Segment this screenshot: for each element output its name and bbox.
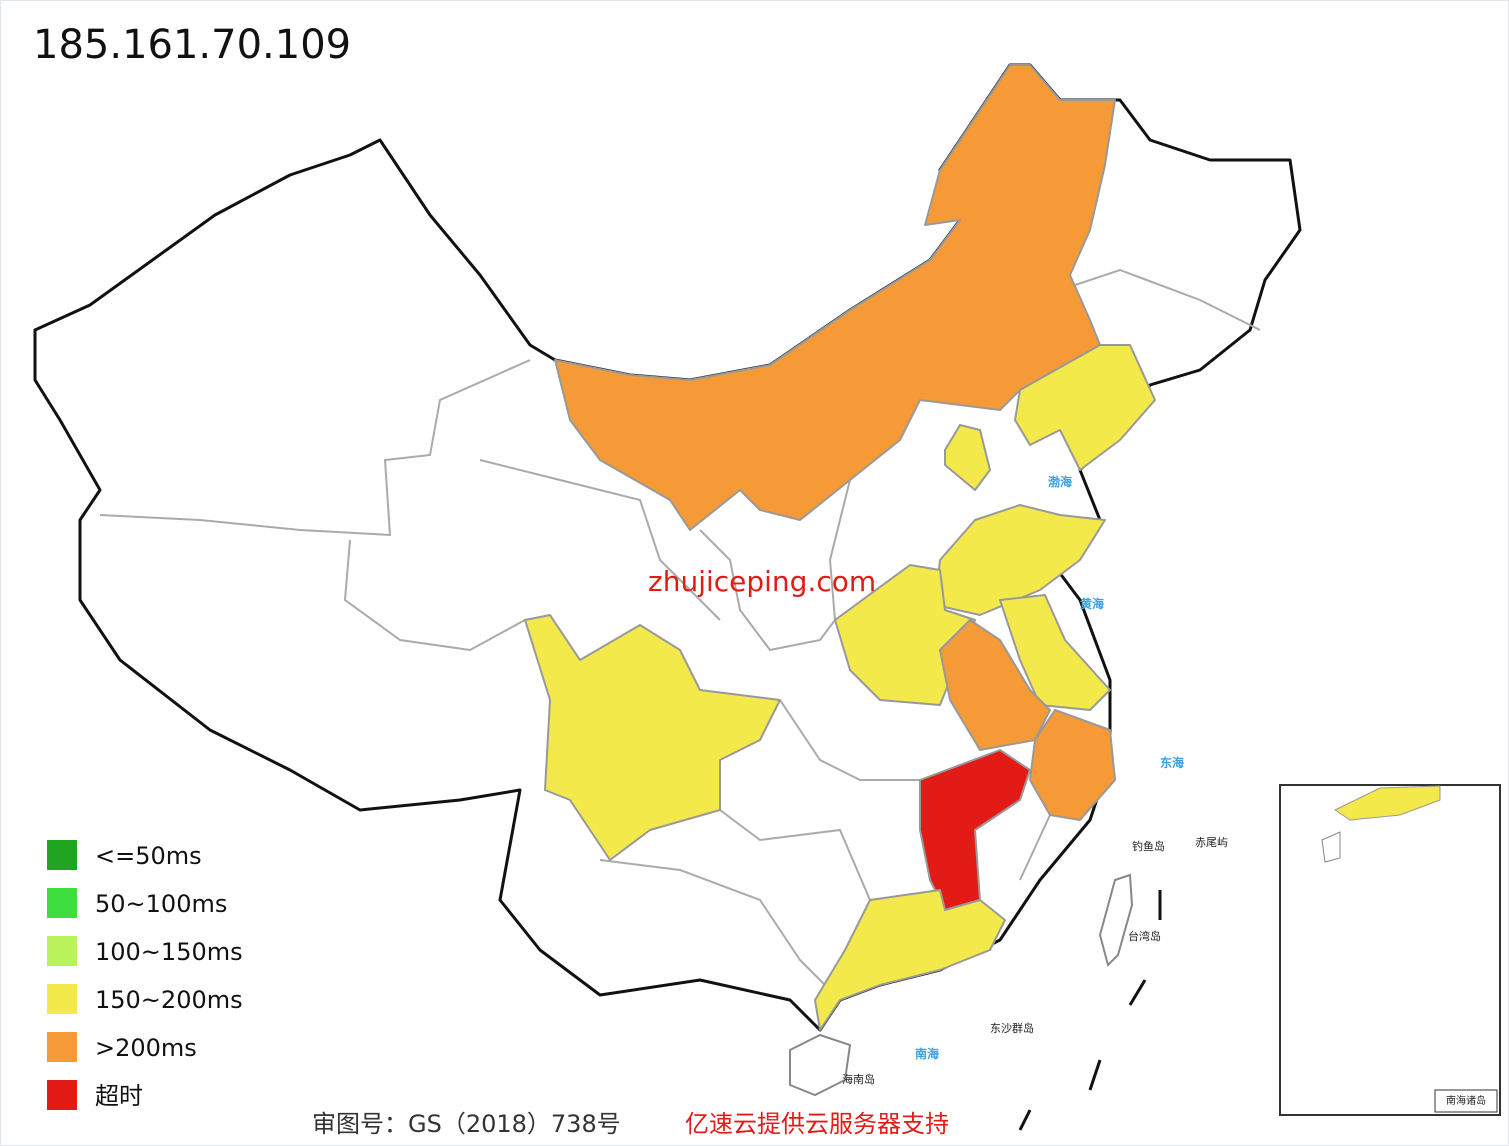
inset-map: 南海诸岛: [1280, 785, 1500, 1115]
legend-label: 100~150ms: [95, 938, 243, 966]
legend-label: 超时: [95, 1082, 143, 1110]
legend-swatch: [47, 1080, 77, 1110]
legend-swatch: [47, 888, 77, 918]
legend-label: 50~100ms: [95, 890, 227, 918]
watermark: zhujiceping.com: [648, 565, 876, 598]
legend-label: >200ms: [95, 1034, 197, 1062]
legend-swatch: [47, 936, 77, 966]
sea-label: 东海: [1160, 755, 1184, 770]
legend-swatch: [47, 984, 77, 1014]
legend-swatch: [47, 840, 77, 870]
map-title: 185.161.70.109: [33, 22, 351, 68]
approval-number: 审图号：GS（2018）738号: [312, 1110, 621, 1138]
sea-label: 南海: [915, 1046, 939, 1061]
legend-label: <=50ms: [95, 842, 202, 870]
legend-swatch: [47, 1032, 77, 1062]
island-label: 台湾岛: [1128, 929, 1161, 943]
legend-label: 150~200ms: [95, 986, 243, 1014]
sea-label: 渤海: [1048, 474, 1072, 489]
inset-label: 南海诸岛: [1446, 1094, 1486, 1107]
island-label: 钓鱼岛: [1132, 839, 1165, 853]
sea-label: 黄海: [1080, 596, 1104, 611]
island-label: 海南岛: [842, 1072, 875, 1086]
sponsor-text: 亿速云提供云服务器支持: [685, 1110, 949, 1138]
island-label: 赤尾屿: [1195, 836, 1228, 849]
island-label: 东沙群岛: [990, 1021, 1034, 1035]
